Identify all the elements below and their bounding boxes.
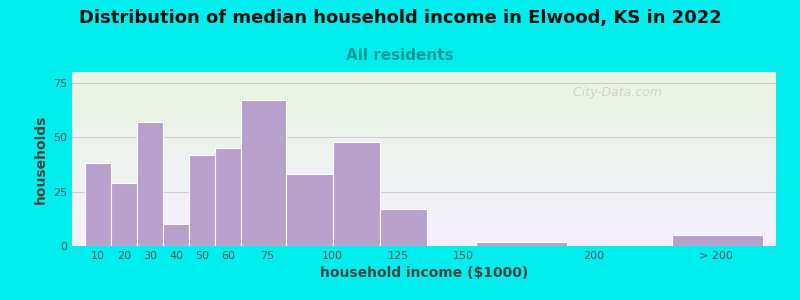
Text: Distribution of median household income in Elwood, KS in 2022: Distribution of median household income … xyxy=(78,9,722,27)
Text: All residents: All residents xyxy=(346,48,454,63)
Text: City-Data.com: City-Data.com xyxy=(565,86,662,99)
Bar xyxy=(163,224,190,246)
Bar xyxy=(137,122,163,246)
Bar xyxy=(242,100,286,246)
Bar xyxy=(286,174,333,246)
Bar xyxy=(672,235,763,246)
Bar xyxy=(215,148,242,246)
Bar xyxy=(111,183,137,246)
Bar xyxy=(380,209,426,246)
Bar xyxy=(333,142,380,246)
Bar xyxy=(476,242,567,246)
X-axis label: household income ($1000): household income ($1000) xyxy=(320,266,528,280)
Bar xyxy=(85,163,111,246)
Y-axis label: households: households xyxy=(34,114,47,204)
Bar xyxy=(190,154,215,246)
